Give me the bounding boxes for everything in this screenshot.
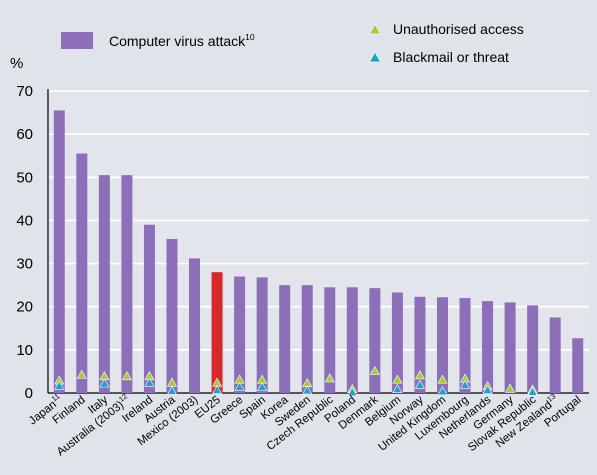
marker-unauthorised-access-czech-republic [324,373,335,383]
y-tick-label-70: 70 [16,83,33,100]
y-tick-label-40: 40 [16,212,33,229]
bar-australia-2003 [121,175,133,393]
legend-swatch-blackmail-or-threat [368,51,382,63]
marker-blackmail-or-threat-greece [234,381,245,391]
bar-ireland [143,224,155,393]
bar-korea [279,285,291,393]
legend: Computer virus attack10 Unauthorised acce… [0,0,597,78]
marker-blackmail-or-threat-sweden [302,385,313,395]
grid-lines [48,90,589,393]
markers [54,365,538,397]
marker-unauthorised-access-denmark [369,365,380,375]
bar-united-kingdom [436,297,448,393]
legend-swatch-computer-virus-attack [61,32,93,49]
bars [53,110,584,394]
bar-sweden [301,285,313,393]
plot-area [48,91,589,393]
marker-unauthorised-access-australia-2003 [121,371,132,381]
bar-japan [53,110,65,394]
marker-unauthorised-access-united-kingdom [437,374,448,384]
marker-blackmail-or-threat-austria [166,385,177,395]
marker-blackmail-or-threat-poland [347,387,358,397]
y-axis-unit-label: % [10,55,23,72]
y-tick-label-30: 30 [16,256,33,273]
marker-blackmail-or-threat-united-kingdom [437,386,448,396]
bar-luxembourg [459,298,471,393]
bar-eu25 [211,272,223,393]
legend-label-blackmail-or-threat: Blackmail or threat [393,49,509,65]
bar-austria [166,238,178,393]
marker-blackmail-or-threat-norway [414,379,425,389]
marker-unauthorised-access-finland [76,369,87,379]
marker-blackmail-or-threat-eu25 [212,384,223,394]
marker-blackmail-or-threat-luxembourg [460,379,471,389]
legend-label-unauthorised-access: Unauthorised access [393,21,524,37]
legend-label-computer-virus-attack: Computer virus attack10 [109,32,255,49]
y-tick-label-60: 60 [16,126,33,143]
legend-swatch-unauthorised-access [368,23,382,35]
axes: 0 10 20 30 40 50 60 70% [10,55,589,402]
bar-slovak-republic [527,305,539,393]
marker-blackmail-or-threat-ireland [144,377,155,387]
bar-poland [346,287,358,393]
marker-blackmail-or-threat-japan [54,380,65,390]
marker-blackmail-or-threat-spain [257,381,268,391]
bar-greece [234,276,246,393]
bar-germany [504,302,516,393]
marker-unauthorised-access-norway [414,370,425,380]
y-tick-label-20: 20 [16,299,33,316]
y-tick-label-50: 50 [16,169,33,186]
bar-portugal [572,338,584,393]
y-tick-label-0: 0 [25,385,33,402]
bar-italy [98,175,110,393]
bar-mexico-2003 [189,258,201,393]
marker-unauthorised-access-germany [505,383,516,393]
bar-belgium [391,292,403,393]
bar-norway [414,296,426,393]
bar-denmark [369,288,381,393]
bar-czech-republic [324,287,336,393]
marker-blackmail-or-threat-belgium [392,384,403,394]
bar-netherlands [482,301,494,393]
y-tick-label-10: 10 [16,342,33,359]
marker-blackmail-or-threat-netherlands [482,384,493,394]
marker-unauthorised-access-belgium [392,374,403,384]
bar-new-zealand [549,317,561,393]
bar-finland [76,153,88,393]
bar-spain [256,277,268,393]
legend-background [0,0,597,78]
marker-blackmail-or-threat-slovak-republic [527,386,538,396]
marker-blackmail-or-threat-italy [99,378,110,388]
